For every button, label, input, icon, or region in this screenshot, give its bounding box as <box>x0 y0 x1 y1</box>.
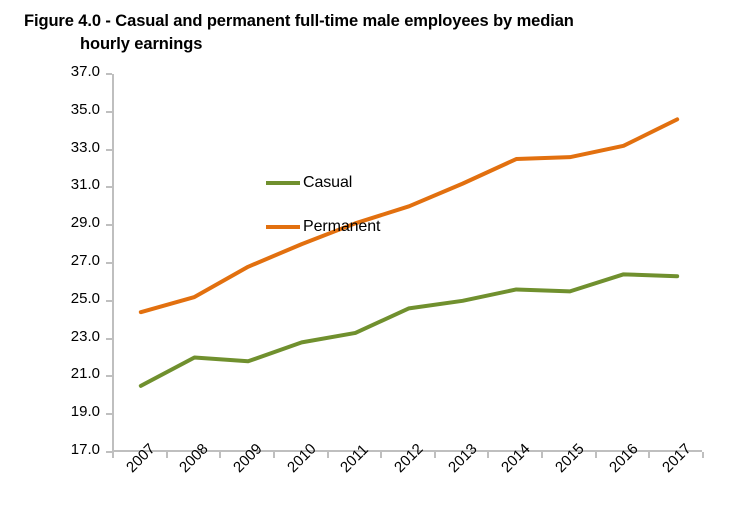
legend-label-permanent: Permanent <box>303 218 381 235</box>
legend-item-casual: Casual <box>266 170 486 196</box>
x-tick-mark <box>326 452 329 458</box>
x-tick-mark <box>272 452 275 458</box>
y-tick-label: 17.0 <box>70 441 100 458</box>
line-series-permanent <box>138 117 680 315</box>
x-tick-mark <box>380 452 383 458</box>
legend-swatch-permanent <box>266 225 300 229</box>
y-axis: Median hourly earnings ($/hour) 37.035.0… <box>0 63 112 466</box>
x-tick-mark <box>112 452 114 458</box>
y-tick-label: 35.0 <box>70 100 100 118</box>
y-tick-label: 21.0 <box>70 365 100 383</box>
y-tick-label: 33.0 <box>70 138 100 156</box>
chart-title-line-1: Figure 4.0 - Casual and permanent full-t… <box>24 12 574 30</box>
y-tick-mark <box>106 375 112 378</box>
y-tick-label: 27.0 <box>70 252 100 269</box>
plot-area: Casual Permanent <box>112 74 702 452</box>
y-tick-label: 19.0 <box>70 403 100 421</box>
y-tick-mark <box>106 110 112 113</box>
y-tick-label: 31.0 <box>70 176 100 194</box>
legend-label-casual: Casual <box>303 174 353 191</box>
y-tick-mark <box>106 337 112 340</box>
x-axis: 2007 2008 2009 2010 2011 2012 2013 2014 2015 2016… <box>112 440 704 532</box>
y-tick-mark <box>106 186 112 189</box>
y-tick-mark <box>106 73 112 75</box>
x-tick-mark <box>433 452 436 458</box>
y-tick-mark <box>106 299 112 302</box>
x-tick-mark <box>219 452 222 458</box>
legend-item-permanent: Permanent <box>266 214 486 240</box>
line-series-casual <box>138 272 680 388</box>
y-tick-mark <box>106 148 112 151</box>
page-title: Figure 4.0 - Casual and permanent full-t… <box>24 10 684 57</box>
y-tick-label: 37.0 <box>70 63 100 80</box>
x-tick-mark <box>165 452 168 458</box>
legend-swatch-casual <box>266 181 300 185</box>
y-tick-mark <box>106 451 112 453</box>
x-tick-mark <box>594 452 597 458</box>
x-tick-mark <box>648 452 651 458</box>
chart-title-line-2: hourly earnings <box>80 35 203 54</box>
x-tick-mark <box>702 452 704 458</box>
y-tick-label: 29.0 <box>70 214 100 232</box>
y-tick-mark <box>106 262 112 264</box>
y-tick-label: 25.0 <box>70 289 100 307</box>
y-axis-title: Median hourly earnings ($/hour) <box>0 224 1 494</box>
y-tick-mark <box>106 413 112 416</box>
legend: Casual Permanent <box>266 170 486 258</box>
x-tick-mark <box>541 452 544 458</box>
y-tick-mark <box>106 224 112 227</box>
y-tick-label: 23.0 <box>70 327 100 345</box>
x-tick-mark <box>487 452 490 458</box>
series-lines <box>138 117 680 388</box>
